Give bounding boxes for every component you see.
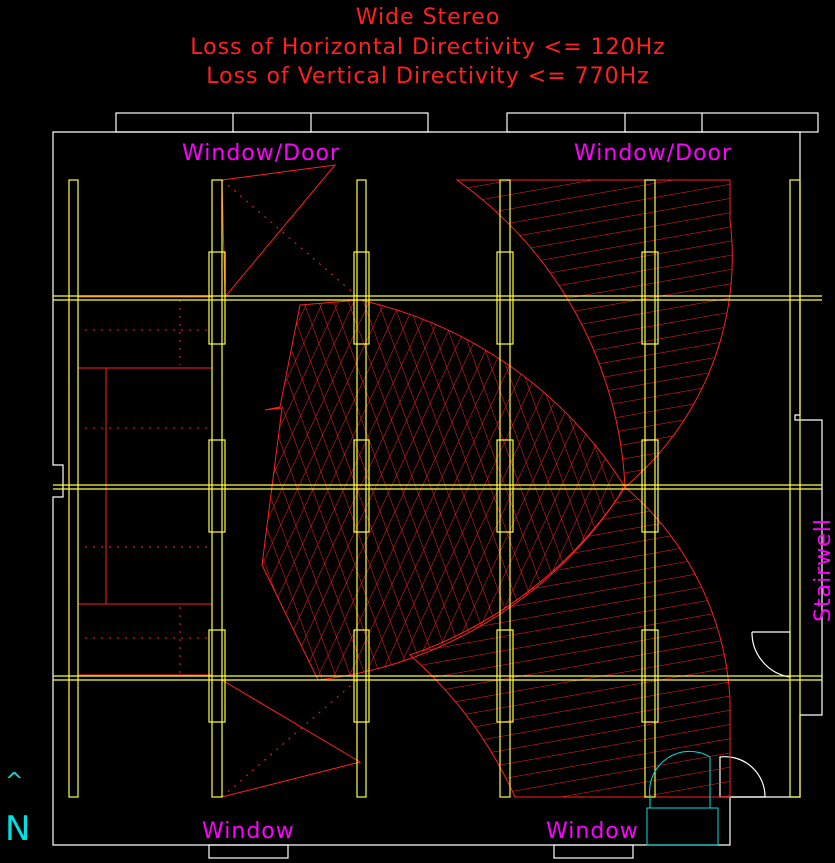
- label: Window: [202, 819, 295, 844]
- title-line: Wide Stereo: [356, 5, 501, 30]
- compass-north: N: [5, 809, 31, 849]
- framing: [53, 179, 822, 798]
- label: Window/Door: [182, 141, 340, 166]
- label: Stairwell: [811, 518, 835, 622]
- title-line: Loss of Vertical Directivity <= 770Hz: [206, 64, 649, 89]
- compass-arrow: ^: [5, 769, 24, 794]
- stair-door: [646, 750, 719, 846]
- label: Window: [546, 819, 639, 844]
- label: Window/Door: [574, 141, 732, 166]
- title-line: Loss of Horizontal Directivity <= 120Hz: [190, 35, 665, 60]
- hatched-regions: [261, 179, 733, 798]
